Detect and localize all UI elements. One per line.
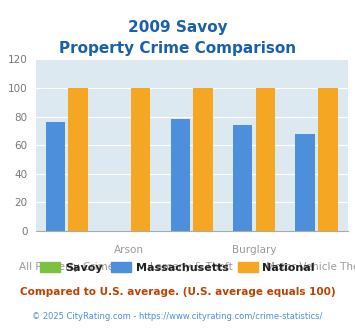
Text: Arson: Arson <box>114 245 144 255</box>
Bar <box>193 88 213 231</box>
Text: Property Crime Comparison: Property Crime Comparison <box>59 41 296 56</box>
Bar <box>256 88 275 231</box>
Text: Larceny & Theft: Larceny & Theft <box>150 262 233 272</box>
Bar <box>318 88 338 231</box>
Bar <box>131 88 151 231</box>
Bar <box>295 134 315 231</box>
Text: © 2025 CityRating.com - https://www.cityrating.com/crime-statistics/: © 2025 CityRating.com - https://www.city… <box>32 312 323 321</box>
Bar <box>170 119 190 231</box>
Text: All Property Crime: All Property Crime <box>19 262 114 272</box>
Bar <box>233 125 252 231</box>
Text: Compared to U.S. average. (U.S. average equals 100): Compared to U.S. average. (U.S. average … <box>20 287 335 297</box>
Bar <box>45 122 65 231</box>
Legend: Savoy, Massachusetts, National: Savoy, Massachusetts, National <box>36 258 319 278</box>
Text: Motor Vehicle Theft: Motor Vehicle Theft <box>266 262 355 272</box>
Text: Burglary: Burglary <box>232 245 277 255</box>
Text: 2009 Savoy: 2009 Savoy <box>128 20 227 35</box>
Bar <box>69 88 88 231</box>
